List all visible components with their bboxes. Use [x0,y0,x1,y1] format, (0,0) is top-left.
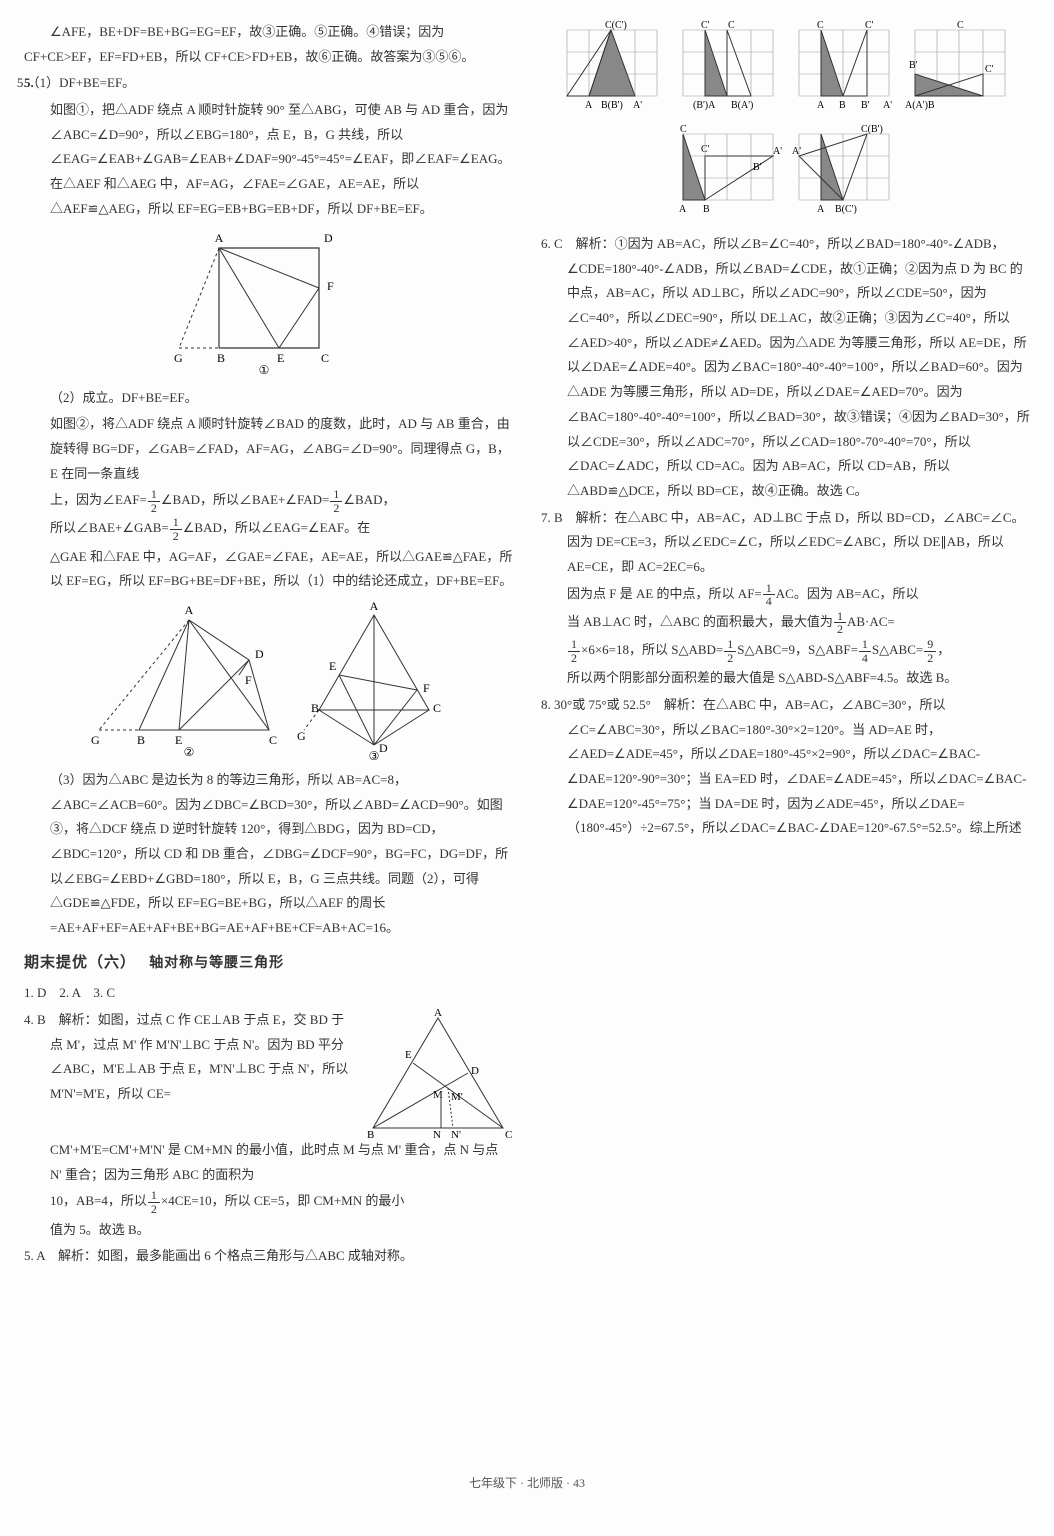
svg-text:C': C' [985,64,994,75]
svg-text:N: N [433,1129,441,1138]
svg-text:A: A [817,204,825,215]
svg-text:G: G [174,351,183,365]
svg-text:A(A')B: A(A')B [905,100,935,111]
page-footer: 七年级下 · 北师版 · 43 [24,1472,1030,1495]
svg-text:A': A' [883,100,892,111]
grid-fig: B' C' A(A')B C [905,20,1015,120]
svg-text:②: ② [183,745,194,759]
svg-text:G: G [91,733,100,747]
svg-text:B': B' [753,162,762,173]
q5-2-body3: 所以∠BAE+∠GAB=12∠BAD，所以∠EAG=∠EAF。在 [24,516,513,542]
svg-text:E: E [277,351,284,365]
svg-text:C: C [433,701,441,715]
svg-text:③: ③ [368,749,379,760]
answers-1-3: 1. D 2. A 3. C [24,981,513,1006]
q5r-head: 5. A 解析：如图，最多能画出 6 个格点三角形与△ABC 成轴对称。 [24,1244,513,1269]
svg-text:C: C [505,1129,512,1138]
svg-text:B(C'): B(C') [835,204,857,215]
svg-text:A: A [434,1008,442,1019]
svg-text:A': A' [633,100,642,111]
svg-text:M': M' [451,1091,463,1103]
figure-q4: A E D M M' B N N' C [363,1008,513,1138]
svg-text:B: B [217,351,225,365]
svg-text:D: D [324,231,333,245]
q5-2-body2: 上，因为∠EAF=12∠BAD，所以∠BAE+∠FAD=12∠BAD， [24,488,513,514]
svg-text:B: B [311,701,319,715]
svg-text:A: A [817,100,825,111]
q7d: 12×6×6=18，所以 S△ABD=12S△ABC=9，S△ABF=14S△A… [541,638,1030,664]
svg-text:B': B' [909,60,918,71]
q6: 6. C 解析：①因为 AB=AC，所以∠B=∠C=40°，所以∠BAD=180… [541,232,1030,504]
q7a: 7. B 解析：在△ABC 中，AB=AC，AD⊥BC 于点 D，所以 BD=C… [541,506,1030,580]
svg-text:A: A [214,231,223,245]
svg-text:C: C [957,20,964,31]
svg-text:F: F [423,681,430,695]
svg-text:A: A [184,603,193,617]
section-sub: 轴对称与等腰三角形 [149,954,284,970]
svg-text:C: C [817,20,824,31]
q4-cont2: 10，AB=4，所以12×4CE=10，所以 CE=5，即 CM+MN 的最小 [24,1189,513,1215]
q5-2-head: （2）成立。DF+BE=EF。 [24,386,513,411]
q4-block: A E D M M' B N N' C 4. B 解析：如图，过点 C 作 CE… [24,1008,513,1138]
svg-text:A': A' [773,146,782,157]
svg-text:C': C' [701,144,710,155]
svg-text:C': C' [701,20,710,31]
figure-2-3: A D F G B E C ② A E F B C G D ③ [24,600,513,760]
grid-fig: A B C C' A' B' [673,124,783,224]
section-heading: 期末提优（六） 轴对称与等腰三角形 [24,949,513,978]
svg-text:C: C [728,20,735,31]
svg-text:D: D [471,1065,479,1077]
svg-text:M: M [433,1089,443,1101]
svg-text:C: C [680,124,687,135]
svg-text:A: A [585,100,593,111]
q5-3: （3）因为△ABC 是边长为 8 的等边三角形，所以 AB=AC=8，∠ABC=… [24,768,513,941]
svg-text:B: B [137,733,145,747]
svg-text:C: C [321,351,329,365]
svg-text:C': C' [865,20,874,31]
svg-text:F: F [327,279,334,293]
svg-text:B(B'): B(B') [601,100,623,111]
svg-text:A': A' [792,146,801,157]
q7b: 因为点 F 是 AE 的中点，所以 AF=14AC。因为 AB=AC，所以 [541,582,1030,608]
grid-fig: A B B' A' C C' [789,20,899,120]
grid-fig: A B(C') A' C(B') [789,124,899,224]
svg-text:E: E [329,659,336,673]
svg-text:B: B [839,100,846,111]
svg-text:F: F [245,673,252,687]
q7e: 所以两个阴影部分面积差的最大值是 S△ABD-S△ABF=4.5。故选 B。 [541,666,1030,691]
paragraph: ∠AFE，BE+DF=BE+BG=EG=EF，故③正确。⑤正确。④错误；因为 C… [24,20,513,69]
svg-text:(B')A: (B')A [693,100,716,111]
svg-text:C(B'): C(B') [861,124,883,135]
q4-cont1: CM'+M'E=CM'+M'N' 是 CM+MN 的最小值，此时点 M 与点 M… [24,1138,513,1187]
svg-text:E: E [405,1049,412,1061]
svg-text:G: G [297,729,306,743]
q5-1-head: 5.5.（1）DF+BE=EF。 [24,71,513,96]
svg-text:C: C [269,733,277,747]
svg-text:A: A [679,204,687,215]
grid-fig: (B')A B(A') C' C [673,20,783,120]
svg-text:E: E [175,733,182,747]
svg-text:B(A'): B(A') [731,100,753,111]
svg-text:C(C'): C(C') [605,20,627,31]
svg-text:D: D [255,647,264,661]
svg-text:N': N' [451,1129,461,1138]
figure-grids: A B(B') A' C(C') (B')A B(A') C' C A B B' A' C C'… [541,20,1030,224]
figure-1: A D F G B E C ① [24,228,513,378]
q5-1-body: 如图①，把△ADF 绕点 A 顺时针旋转 90° 至△ABG，可使 AB 与 A… [24,98,513,221]
grid-fig: A B(B') A' C(C') [557,20,667,120]
q7c: 当 AB⊥AC 时，△ABC 的面积最大，最大值为12AB·AC= [541,610,1030,636]
q5-2-body4: △GAE 和△FAE 中，AG=AF，∠GAE=∠FAE，AE=AE，所以△GA… [24,545,513,594]
svg-text:B': B' [861,100,870,111]
svg-text:A: A [369,600,378,613]
svg-text:①: ① [258,363,269,377]
svg-text:B: B [367,1129,374,1138]
q4-cont3: 值为 5。故选 B。 [24,1218,513,1243]
q8: 8. 30°或 75°或 52.5° 解析：在△ABC 中，AB=AC，∠ABC… [541,693,1030,841]
q5-1-text: 5.（1）DF+BE=EF。 [17,75,135,90]
q5-2-body1: 如图②，将△ADF 绕点 A 顺时针旋转∠BAD 的度数，此时，AD 与 AB … [24,412,513,486]
svg-text:B: B [703,204,710,215]
svg-text:D: D [379,741,388,755]
